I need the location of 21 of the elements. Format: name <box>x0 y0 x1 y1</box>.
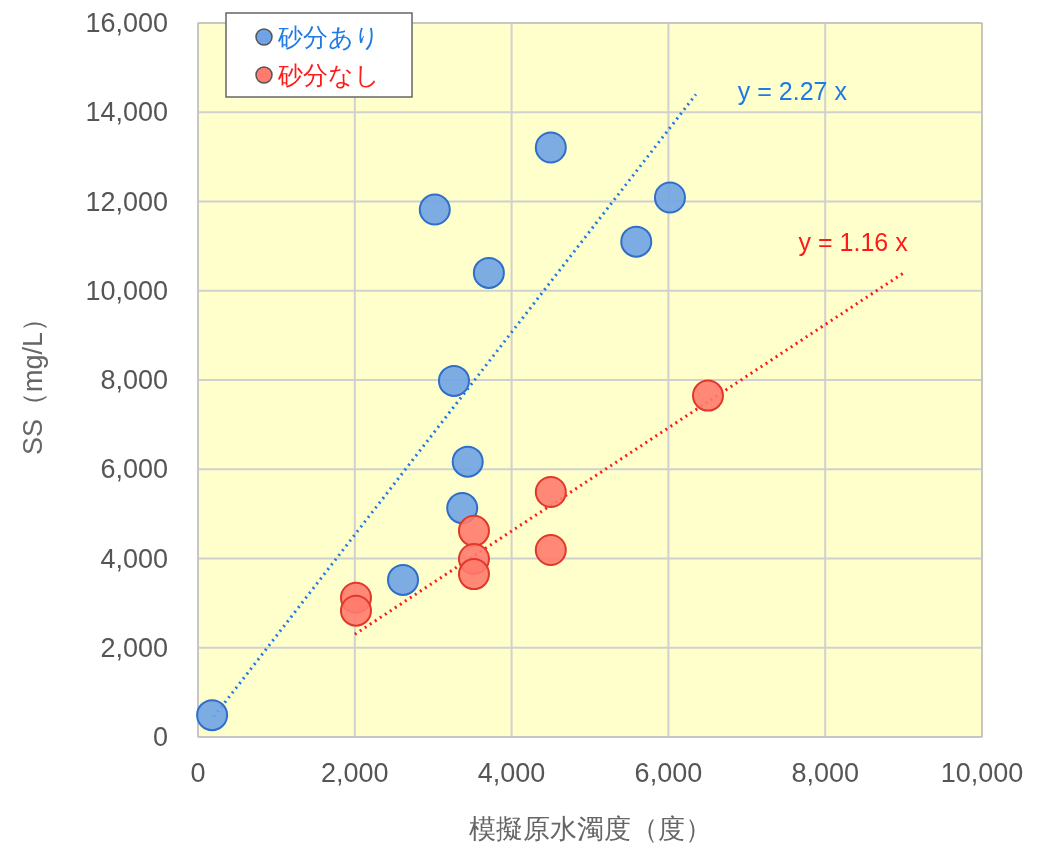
y-tick-label: 10,000 <box>85 275 168 306</box>
x-tick-label: 6,000 <box>634 758 703 788</box>
y-tick-label: 8,000 <box>100 365 168 395</box>
x-axis-title: 模擬原水濁度（度） <box>468 814 712 844</box>
y-tick-label: 12,000 <box>85 186 168 217</box>
y-axis-title: SS（mg/L） <box>18 304 48 456</box>
legend-label: 砂分なし <box>277 61 380 89</box>
y-tick-label: 16,000 <box>85 8 168 38</box>
legend-label: 砂分あり <box>277 23 380 51</box>
y-tick-label: 2,000 <box>100 632 168 663</box>
y-tick-label: 4,000 <box>100 543 168 574</box>
annotation: y = 2.27 x <box>737 77 848 106</box>
y-tick-label: 14,000 <box>85 97 168 128</box>
annotation: y = 1.16 x <box>798 227 909 256</box>
x-tick-label: 8,000 <box>791 758 859 788</box>
y-tick-label: 0 <box>152 722 168 752</box>
y-tick-label: 6,000 <box>100 454 168 485</box>
x-tick-label: 4,000 <box>477 758 546 788</box>
x-tick-label: 2,000 <box>321 758 389 788</box>
x-tick-label: 10,000 <box>940 758 1024 788</box>
x-tick-label: 0 <box>190 758 206 788</box>
